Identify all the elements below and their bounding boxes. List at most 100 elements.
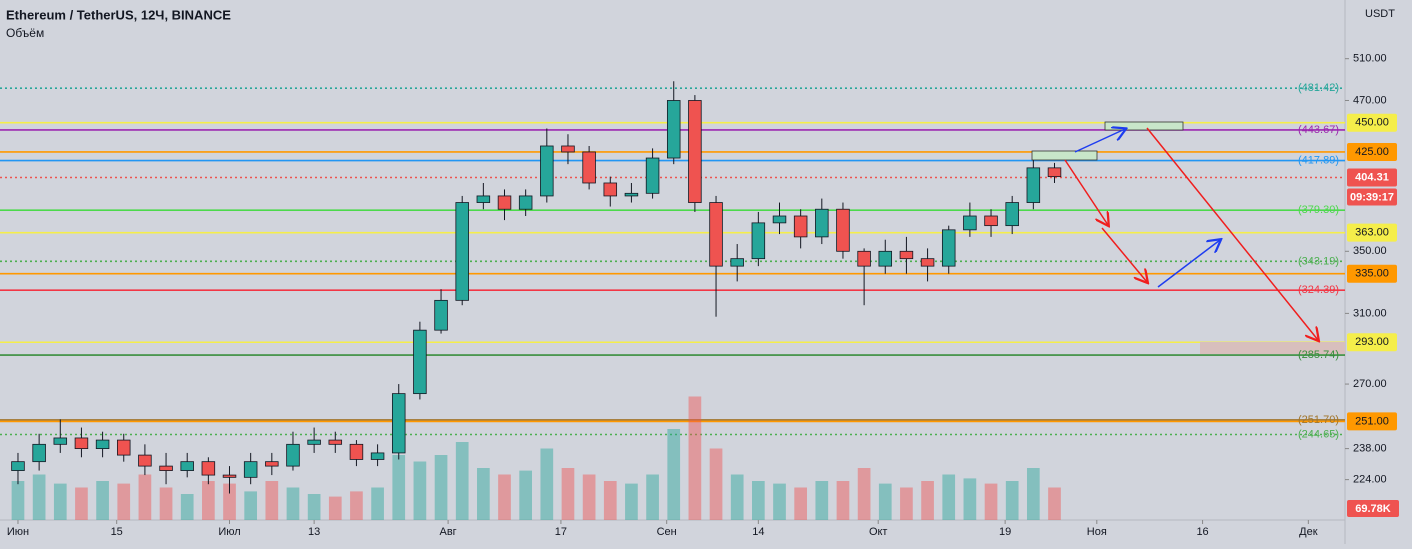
volume-bar (180, 494, 194, 520)
candle-body (1047, 167, 1062, 178)
arrow (1157, 240, 1220, 288)
candle-body (11, 461, 25, 471)
volume-bar (900, 487, 913, 520)
volume-bar (815, 481, 829, 520)
zone-rect (1031, 150, 1098, 161)
candle-body (391, 393, 406, 454)
level-box (1347, 168, 1397, 187)
volume-box (1347, 500, 1399, 517)
volume-bar (138, 474, 152, 520)
candle-body (540, 145, 554, 197)
level-label: (417.89) (1298, 155, 1339, 167)
volume-bar (307, 494, 321, 520)
volume-bar (878, 483, 892, 520)
candle-body (222, 474, 237, 478)
x-tick-label: Дек (1299, 526, 1318, 538)
candle-body (95, 439, 110, 450)
candle-body (709, 202, 723, 267)
volume-bar (752, 481, 765, 520)
candle-body (666, 100, 681, 159)
candle-body (349, 443, 364, 460)
volume-bar (603, 481, 617, 520)
volume-bar (857, 468, 871, 520)
level-label: (324.39) (1298, 284, 1339, 296)
candle-body (328, 439, 343, 445)
volume-bar (413, 461, 427, 520)
x-tick-label: 15 (111, 526, 123, 538)
volume-bar (117, 483, 131, 520)
y-tick-label: 224.00 (1353, 474, 1387, 486)
level-box (1347, 142, 1397, 161)
volume-bar (1005, 481, 1019, 520)
x-tick-label: 19 (999, 526, 1011, 538)
volume-bar (96, 481, 109, 520)
candle-body (772, 215, 787, 224)
zone-rect (1104, 121, 1184, 131)
level-label: 335.00 (1355, 268, 1389, 280)
volume-bar (371, 487, 384, 520)
volume-bar (625, 483, 638, 520)
candle-body (920, 258, 935, 267)
volume-bar (223, 483, 236, 520)
x-tick-label: Июл (218, 526, 240, 538)
level-label: 363.00 (1355, 227, 1389, 239)
candle-body (455, 202, 469, 301)
volume-bar (392, 455, 406, 520)
volume-bar (773, 483, 786, 520)
volume-bar (942, 474, 956, 520)
candle-body (138, 454, 152, 467)
level-box (1347, 264, 1397, 283)
currency: USDT (1365, 8, 1395, 20)
volume-bar (159, 487, 173, 520)
x-tick-label: 16 (1196, 526, 1208, 538)
candle-body (1026, 167, 1041, 203)
volume-bar (477, 468, 490, 520)
level-box (1347, 412, 1397, 431)
volume-bar (11, 481, 25, 520)
candle-body (497, 195, 512, 210)
y-tick-label: 470.00 (1353, 94, 1387, 106)
level-label: 404.31 (1355, 171, 1389, 183)
level-label: (481.42) (1298, 82, 1339, 94)
volume-bar (688, 396, 702, 520)
x-tick-label: Авг (439, 526, 456, 538)
volume-bar (32, 474, 46, 520)
level-box (1347, 223, 1397, 242)
volume-bar (561, 468, 575, 520)
arrow (1146, 127, 1318, 340)
candle-body (243, 461, 258, 478)
candle-body (74, 437, 89, 450)
arrow (1064, 159, 1108, 225)
candle-body (836, 208, 850, 252)
candle-body (117, 439, 131, 456)
level-label: 251.00 (1355, 415, 1389, 427)
volume-bar (984, 483, 998, 520)
volume-bar (836, 481, 850, 520)
candle-body (963, 215, 977, 231)
candle-body (1005, 202, 1019, 227)
candle-body (180, 461, 194, 471)
y-tick-label: 270.00 (1353, 378, 1387, 390)
volume-bar (434, 455, 448, 520)
candle-body (984, 215, 998, 227)
y-tick-label: 350.00 (1353, 245, 1387, 257)
candle-body (878, 250, 893, 267)
level-label: 293.00 (1355, 336, 1389, 348)
level-label: (379.30) (1298, 204, 1339, 216)
volume-bar (1026, 468, 1040, 520)
level-box (1347, 113, 1397, 132)
candle-body (688, 100, 702, 203)
volume-bar (646, 474, 659, 520)
candle-body (476, 195, 491, 203)
candle-body (815, 208, 829, 238)
y-tick-label: 510.00 (1353, 53, 1387, 65)
y-tick-label: 310.00 (1353, 307, 1387, 319)
level-label: (244.65) (1298, 428, 1339, 440)
volume-bar (1048, 487, 1061, 520)
level-label: (251.70) (1298, 414, 1339, 426)
volume-bar (709, 448, 723, 520)
level-label: (285.74) (1298, 349, 1339, 361)
volume-bar (328, 496, 342, 520)
